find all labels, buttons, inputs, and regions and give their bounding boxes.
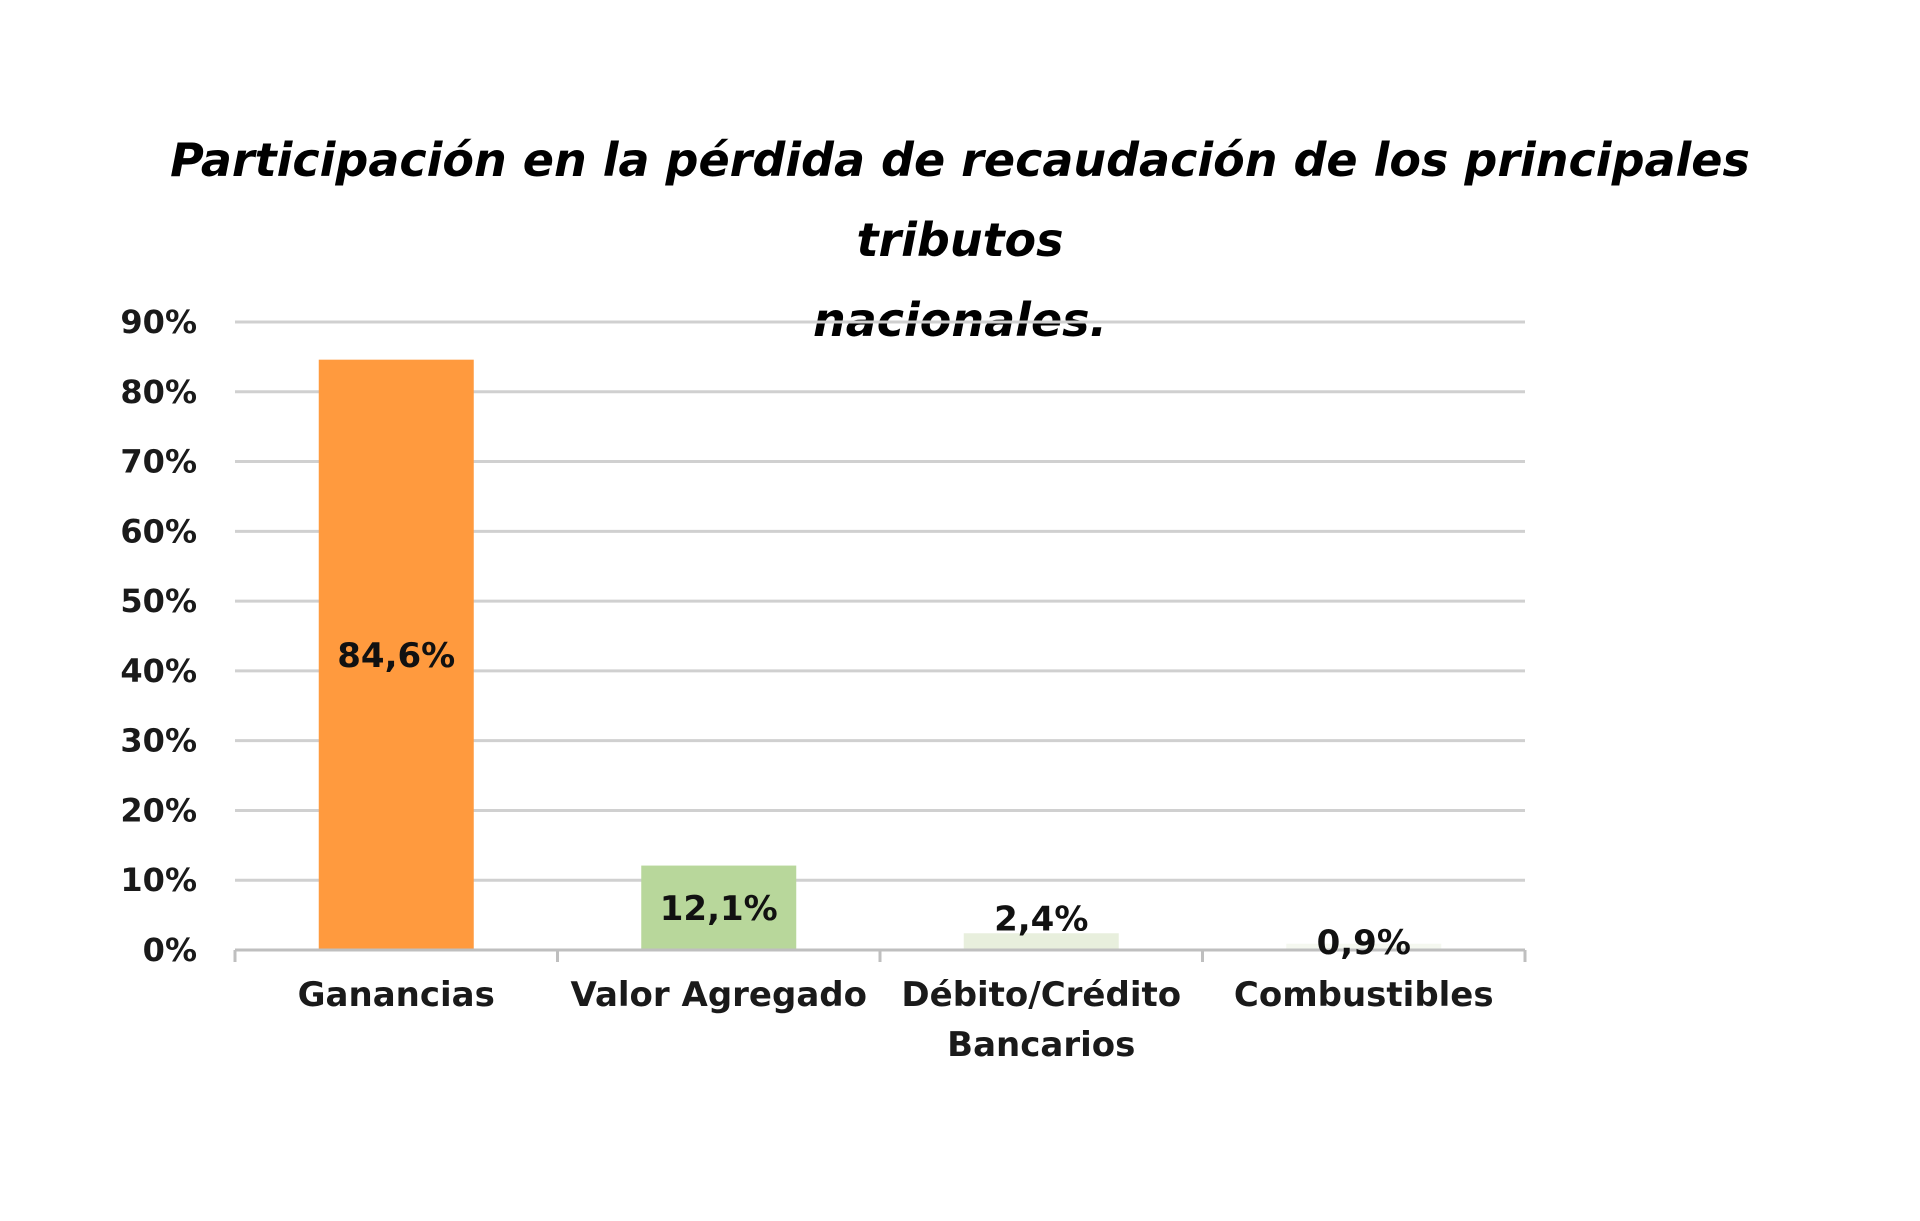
x-category-label: Débito/Crédito	[901, 975, 1181, 1015]
bar	[641, 865, 797, 950]
x-category-label: Valor Agregado	[571, 975, 867, 1015]
bar	[318, 359, 474, 950]
data-label: 0,9%	[1317, 923, 1411, 963]
bars	[318, 359, 1442, 950]
y-tick-label: 20%	[120, 791, 197, 829]
x-category-label: Combustibles	[1234, 975, 1494, 1015]
x-axis-categories: Ganancias Valor Agregado Débito/Crédito Ban…	[298, 975, 1494, 1065]
y-axis-ticks: 0% 10% 20% 30% 40% 50% 60% 70% 80% 90%	[120, 303, 197, 969]
y-tick-label: 80%	[120, 373, 197, 411]
y-tick-label: 40%	[120, 652, 197, 690]
bar	[1286, 943, 1442, 950]
chart-title-line-2: nacionales.	[812, 293, 1108, 347]
x-axis	[233, 948, 1527, 962]
chart-title-line-1: Participación en la pérdida de recaudaci…	[170, 133, 1750, 267]
x-category-label: Ganancias	[298, 975, 495, 1015]
y-tick-label: 60%	[120, 512, 197, 550]
data-label: 84,6%	[337, 636, 455, 676]
y-tick-label: 10%	[120, 861, 197, 899]
chart-title: Participación en la pérdida de recaudaci…	[120, 120, 1800, 360]
y-tick-label: 30%	[120, 722, 197, 760]
data-label: 2,4%	[994, 899, 1088, 939]
y-tick-label: 70%	[120, 443, 197, 481]
bar	[963, 933, 1119, 950]
y-tick-label: 0%	[143, 931, 197, 969]
data-labels: 84,6% 12,1% 2,4% 0,9%	[337, 636, 1411, 963]
y-tick-label: 50%	[120, 582, 197, 620]
data-label: 12,1%	[660, 889, 778, 929]
y-tick-label: 90%	[120, 303, 197, 341]
x-category-label: Bancarios	[947, 1025, 1135, 1065]
